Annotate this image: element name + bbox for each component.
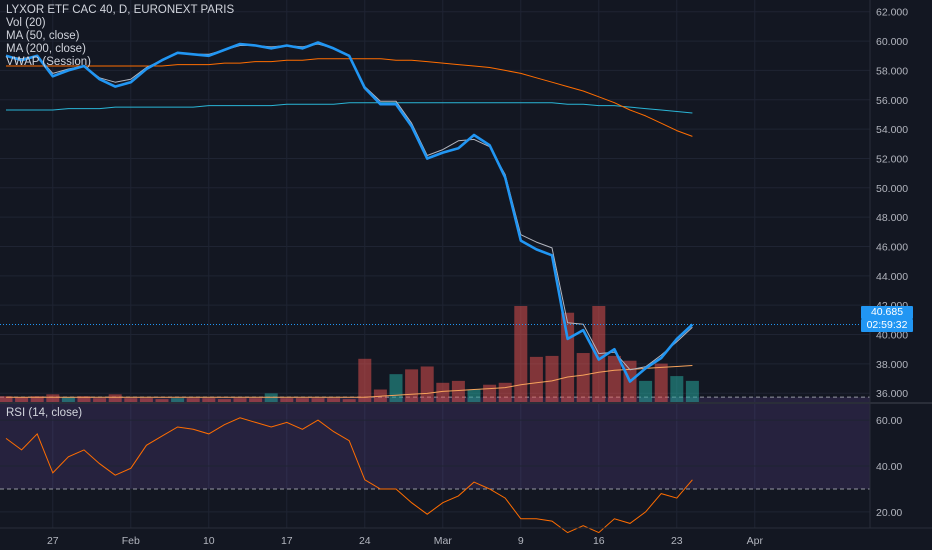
time-tick-label: Apr — [747, 535, 764, 547]
price-tick-label: 60.000 — [876, 36, 908, 48]
rsi-tick-label: 40.00 — [876, 461, 902, 473]
volume-bar — [467, 389, 481, 402]
volume-legend[interactable]: Vol (20) — [6, 17, 46, 29]
volume-bar — [483, 384, 497, 402]
volume-bar — [342, 399, 356, 402]
price-line — [5, 41, 694, 383]
price-tick-label: 58.000 — [876, 65, 908, 77]
ma200-line — [6, 102, 693, 114]
volume-bar — [139, 398, 153, 402]
volume-bar — [46, 394, 60, 402]
volume-bar — [124, 398, 138, 402]
price-tick-label: 54.000 — [876, 124, 908, 136]
volume-bar — [186, 398, 200, 402]
volume-bar — [639, 380, 653, 402]
volume-bar — [202, 398, 216, 402]
volume-bar — [436, 382, 450, 402]
ma50-legend[interactable]: MA (50, close) — [6, 30, 80, 42]
volume-ma-line — [6, 365, 693, 398]
volume-bar — [108, 394, 122, 402]
vwap-legend[interactable]: VWAP (Session) — [6, 56, 91, 68]
volume-bar — [311, 398, 325, 402]
volume-bar — [30, 396, 44, 402]
volume-bar — [77, 396, 91, 402]
price-tick-label: 46.000 — [876, 241, 908, 253]
time-tick-label: 24 — [359, 535, 371, 547]
time-tick-label: 10 — [203, 535, 215, 547]
volume-bar — [155, 399, 169, 402]
volume-bar — [545, 355, 559, 402]
price-tick-label: 50.000 — [876, 183, 908, 195]
volume-bar — [171, 398, 185, 402]
volume-bar — [280, 398, 294, 402]
rsi-legend[interactable]: RSI (14, close) — [6, 407, 83, 419]
volume-bar — [654, 363, 668, 402]
price-tick-label: 62.000 — [876, 7, 908, 19]
price-tick-label: 48.000 — [876, 212, 908, 224]
price-tick-label: 40.000 — [876, 330, 908, 342]
time-tick-label: 27 — [47, 535, 59, 547]
rsi-band — [0, 397, 870, 489]
time-tick-label: 16 — [593, 535, 605, 547]
volume-bar — [358, 358, 372, 402]
volume-bar — [93, 398, 107, 402]
price-tick-label: 38.000 — [876, 359, 908, 371]
volume-bars — [0, 306, 699, 402]
price-tick-label: 52.000 — [876, 153, 908, 165]
volume-bar — [217, 399, 231, 402]
volume-bar — [405, 369, 419, 402]
rsi-pane — [0, 396, 870, 534]
symbol-title[interactable]: LYXOR ETF CAC 40, D, EURONEXT PARIS — [6, 4, 235, 16]
price-pane — [0, 41, 870, 383]
last-price-tag: 40.685 — [861, 306, 913, 319]
volume-bar — [576, 353, 590, 402]
time-tick-label: 23 — [671, 535, 683, 547]
volume-bar — [249, 398, 263, 402]
price-tick-label: 44.000 — [876, 271, 908, 283]
volume-bar — [233, 398, 247, 402]
volume-bar — [295, 398, 309, 402]
time-tick-label: Mar — [434, 535, 453, 547]
time-tick-label: Feb — [122, 535, 140, 547]
volume-bar — [0, 396, 13, 402]
countdown-tag: 02:59:32 — [861, 319, 913, 332]
volume-bar — [327, 398, 341, 402]
volume-bar — [529, 356, 543, 402]
volume-bar — [420, 366, 434, 402]
volume-bar — [607, 355, 621, 402]
volume-bar — [61, 397, 75, 402]
rsi-tick-label: 20.00 — [876, 507, 902, 519]
volume-bar — [514, 306, 528, 402]
price-tick-label: 56.000 — [876, 95, 908, 107]
volume-bar — [451, 380, 465, 402]
volume-bar — [561, 312, 575, 402]
volume-bar — [498, 382, 512, 402]
price-tick-label: 36.000 — [876, 388, 908, 400]
volume-bar — [15, 397, 29, 402]
time-tick-label: 17 — [281, 535, 293, 547]
time-tick-label: 9 — [518, 535, 524, 547]
volume-bar — [389, 374, 403, 402]
volume-bar — [685, 380, 699, 402]
rsi-tick-label: 60.00 — [876, 415, 902, 427]
ma200-legend[interactable]: MA (200, close) — [6, 43, 86, 55]
volume-bar — [670, 376, 684, 402]
